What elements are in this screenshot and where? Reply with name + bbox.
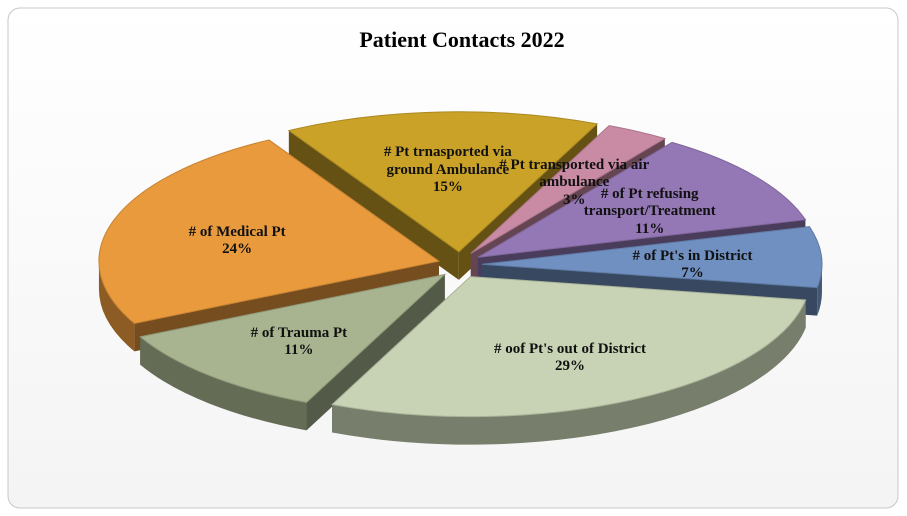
pie-slice [287,111,599,253]
slice-side-wall [306,274,445,431]
category-label: # Pt trnasported via ground Ambulance [383,144,512,178]
value-label: 24% [222,241,253,258]
value-label: 7% [681,264,704,281]
category-label: # of Medical Pt [188,223,286,240]
value-label: 11% [284,342,314,359]
pie-slice [139,273,447,403]
pie-slice [477,141,807,258]
data-label-box: # Pt trnasported via ground Ambulance 15% [368,125,528,215]
pie-slice [481,226,823,289]
category-label: # Pt transported via air ambulance [499,157,650,191]
category-label: # of Pt refusing transport/Treatment [583,186,716,220]
slice [331,276,807,445]
slice-side-wall [288,130,459,280]
data-label-box: # of Trauma Pt 11% [219,297,379,387]
pie-slice [331,276,807,418]
data-label-box: # Pt transported via air ambulance 3% [494,138,654,228]
value-label: 3% [563,191,586,208]
data-label-box: # of Pt refusing transport/Treatment 11% [570,167,730,257]
data-label-box: # of Medical Pt 24% [157,196,317,286]
slice-outer-wall [332,299,806,445]
data-label-box: # oof Pt's out of District 29% [490,313,650,403]
value-label: 11% [635,220,665,237]
pie-slice [470,125,667,254]
pie-slice [98,139,441,324]
category-label: # oof Pt's out of District [493,340,647,357]
value-label: 15% [432,178,463,195]
category-label: # of Pt's in District [632,247,753,264]
data-label-box: # of Pt's in District 7% [612,220,772,310]
category-label: # of Trauma Pt [250,324,348,341]
slice [139,273,447,431]
chart-title: Patient Contacts 2022 [359,27,564,52]
slice-outer-wall [140,336,307,431]
value-label: 29% [555,358,585,375]
